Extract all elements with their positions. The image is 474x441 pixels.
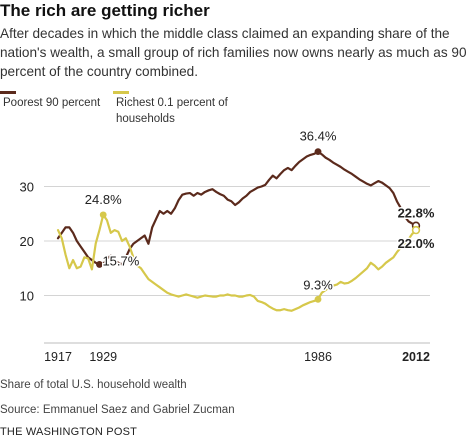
legend-swatch-poorest: [0, 91, 16, 94]
y-tick-label-20: 20: [20, 234, 34, 249]
legend-label-poorest: Poorest 90 percent: [3, 97, 101, 109]
chart-title: The rich are getting richer: [0, 1, 210, 20]
annotation-marker-3: [314, 148, 322, 156]
annotation-label-5: 22.8%: [398, 206, 435, 221]
x-tick-label-1929: 1929: [89, 350, 117, 364]
annotation-marker-2: [96, 261, 103, 268]
chart-subtitle: After decades in which the middle class …: [0, 26, 467, 79]
annotation-label-3: 36.4%: [300, 129, 337, 144]
annotation-label-2: 15.7%: [102, 253, 139, 268]
annotation-marker-1: [99, 211, 107, 219]
legend-swatch-richest: [113, 91, 129, 94]
chart-source: Source: Emmanuel Saez and Gabriel Zucman: [0, 404, 235, 416]
x-tick-label-1917: 1917: [44, 350, 72, 364]
annotation-label-1: 24.8%: [85, 192, 122, 207]
series-lines: [56, 150, 418, 312]
series-line-richest: [56, 213, 418, 312]
chart-credit: THE WASHINGTON POST: [0, 426, 138, 438]
x-tick-label-2012: 2012: [402, 350, 430, 364]
annotation-marker-6: [411, 225, 421, 235]
annotation-marker-4: [314, 295, 322, 303]
annotation-markers: [96, 148, 421, 303]
chart-note: Share of total U.S. household wealth: [0, 379, 187, 391]
annotation-label-4: 9.3%: [303, 277, 333, 292]
y-tick-label-10: 10: [20, 289, 34, 304]
series-line-poorest: [56, 150, 418, 266]
gridlines: 10 20 30: [20, 180, 430, 344]
labels: 1917 1929 1986 2012 24.8% 15.7% 36.4% 9.3% 22.8%…: [44, 127, 436, 364]
annotation-label-6: 22.0%: [398, 236, 435, 251]
x-tick-label-1986: 1986: [304, 350, 332, 364]
y-tick-label-30: 30: [20, 180, 34, 195]
legend-label-richest: Richest 0.1 percent of households: [116, 97, 228, 125]
